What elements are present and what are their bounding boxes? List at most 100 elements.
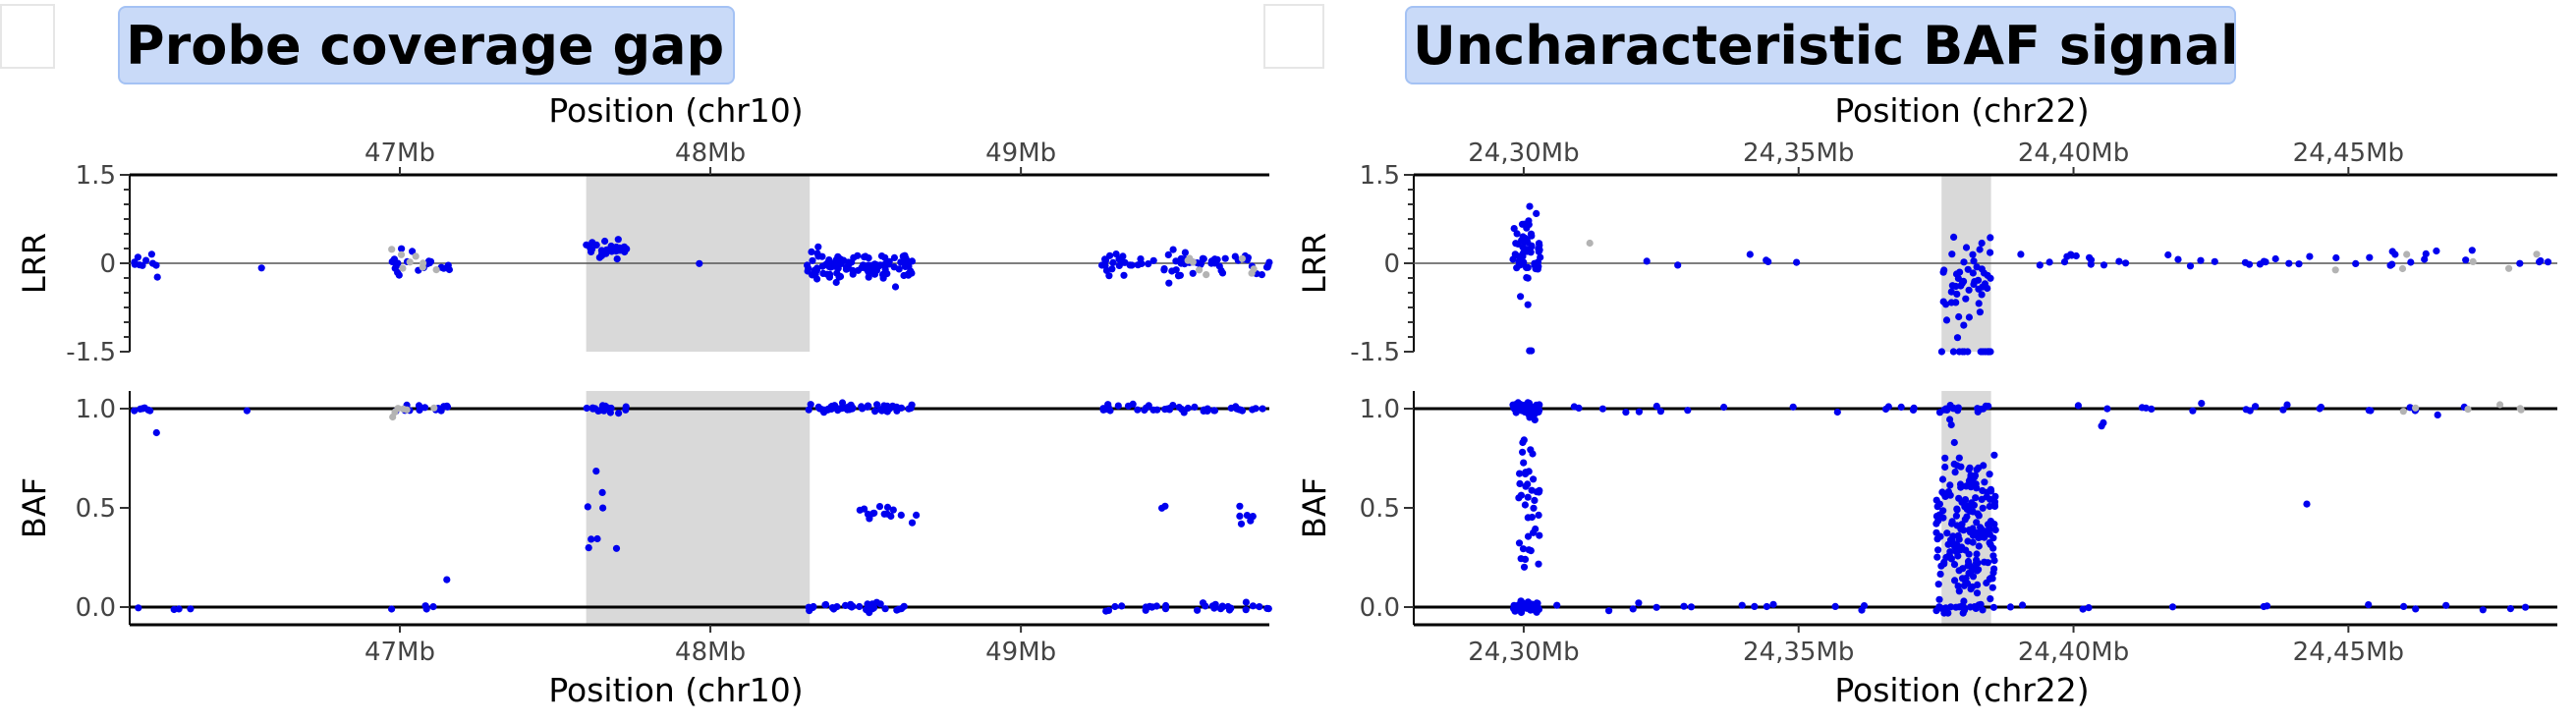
baf-point (1963, 513, 1971, 521)
baf-point (1264, 605, 1272, 613)
baf-point (1973, 589, 1982, 597)
lrr-point (1189, 269, 1197, 277)
baf-point (2399, 408, 2407, 416)
lrr-point (1937, 348, 1945, 356)
baf-point (1973, 550, 1981, 558)
lrr-point (1203, 271, 1210, 279)
baf-point (1961, 496, 1970, 504)
baf-point (1858, 606, 1866, 614)
baf-point (856, 506, 864, 514)
baf-point (1955, 567, 1963, 575)
baf-point (1987, 540, 1994, 549)
panel-title-box-right: Uncharacteristic BAF signal (1405, 6, 2238, 84)
baf-y-tick-label: 0.5 (76, 494, 116, 524)
lrr-point (2332, 253, 2340, 262)
lrr-y-tick-label: 0 (1383, 250, 1400, 279)
lrr-point (2186, 262, 2195, 270)
highlight-region-baf (586, 391, 811, 625)
baf-point (1945, 551, 1953, 559)
baf-point (2464, 406, 2472, 414)
lrr-point (813, 264, 821, 272)
baf-point (1958, 543, 1966, 551)
lrr-point (891, 283, 900, 291)
baf-point (1635, 408, 1643, 416)
baf-point (1975, 532, 1983, 540)
baf-point (1960, 582, 1968, 589)
lrr-y-axis-title: LRR (1296, 233, 1333, 294)
lrr-point (890, 253, 899, 261)
x-tick-label-top: 24,30Mb (1468, 139, 1579, 168)
lrr-point (1955, 312, 1963, 321)
baf-point (2198, 400, 2206, 408)
baf-point (1515, 539, 1524, 547)
x-tick-label-top: 47Mb (364, 139, 435, 168)
baf-point (1975, 566, 1983, 574)
lrr-y-tick-label: -1.5 (1350, 338, 1400, 367)
lrr-point (2544, 258, 2552, 266)
baf-point (1979, 504, 1987, 512)
lrr-point (1960, 321, 1968, 329)
baf-point (1528, 486, 1536, 494)
lrr-point (2045, 258, 2053, 266)
baf-point (1948, 520, 1956, 528)
baf-point (1937, 562, 1945, 570)
lrr-point (1960, 277, 1968, 285)
baf-point (1238, 407, 1247, 415)
baf-point (870, 509, 878, 517)
x-tick-label-bottom: 24,45Mb (2293, 638, 2404, 667)
lrr-point (1536, 246, 1543, 253)
baf-point (1535, 604, 1542, 612)
baf-point (1951, 469, 1959, 476)
lrr-point (696, 259, 703, 267)
baf-point (1974, 405, 1982, 413)
baf-point (1629, 605, 1637, 613)
baf-point (1965, 466, 1973, 473)
baf-point (1952, 603, 1960, 611)
lrr-point (1970, 257, 1978, 265)
baf-point (1259, 405, 1266, 413)
lrr-point (1164, 250, 1172, 258)
baf-y-axis-title: BAF (16, 477, 53, 538)
baf-point (1953, 462, 1961, 470)
baf-point (883, 408, 891, 416)
baf-point (1935, 603, 1943, 611)
lrr-point (1519, 243, 1527, 251)
baf-point (1104, 606, 1113, 615)
baf-point (883, 503, 892, 512)
lrr-point (2060, 258, 2069, 266)
lrr-point (1763, 256, 1770, 264)
baf-point (1517, 597, 1525, 605)
baf-point (1986, 471, 1993, 478)
lrr-point (872, 266, 881, 274)
lrr-y-tick-label: 0 (99, 250, 116, 279)
baf-y-tick-label: 1.0 (76, 395, 116, 424)
baf-point (1972, 494, 1980, 502)
baf-point (889, 506, 897, 514)
lrr-point (420, 259, 427, 267)
lrr-point (1950, 233, 1958, 241)
baf-point (908, 519, 917, 527)
lrr-point (860, 261, 868, 269)
lrr-point (849, 266, 857, 274)
baf-point (1738, 601, 1746, 609)
lrr-point (908, 257, 917, 265)
baf-y-tick-label: 0.5 (1360, 494, 1400, 524)
lrr-point (864, 267, 871, 275)
lrr-point (834, 264, 842, 272)
baf-point (388, 605, 396, 613)
baf-point (807, 401, 814, 409)
lrr-y-axis-title: LRR (16, 233, 53, 294)
lrr-y-tick-label: 1.5 (1360, 161, 1400, 191)
baf-point (1953, 522, 1961, 529)
lrr-point (1939, 268, 1947, 276)
lrr-point (2087, 256, 2096, 264)
baf-point (1941, 463, 1949, 472)
baf-point (1975, 542, 1983, 550)
baf-point (1520, 459, 1528, 467)
baf-point (1960, 606, 1969, 614)
baf-point (1982, 530, 1989, 538)
lrr-point (854, 266, 863, 274)
lrr-point (1969, 250, 1977, 258)
x-axis-title-bottom: Position (chr22) (1834, 671, 2089, 709)
baf-point (1951, 543, 1959, 551)
